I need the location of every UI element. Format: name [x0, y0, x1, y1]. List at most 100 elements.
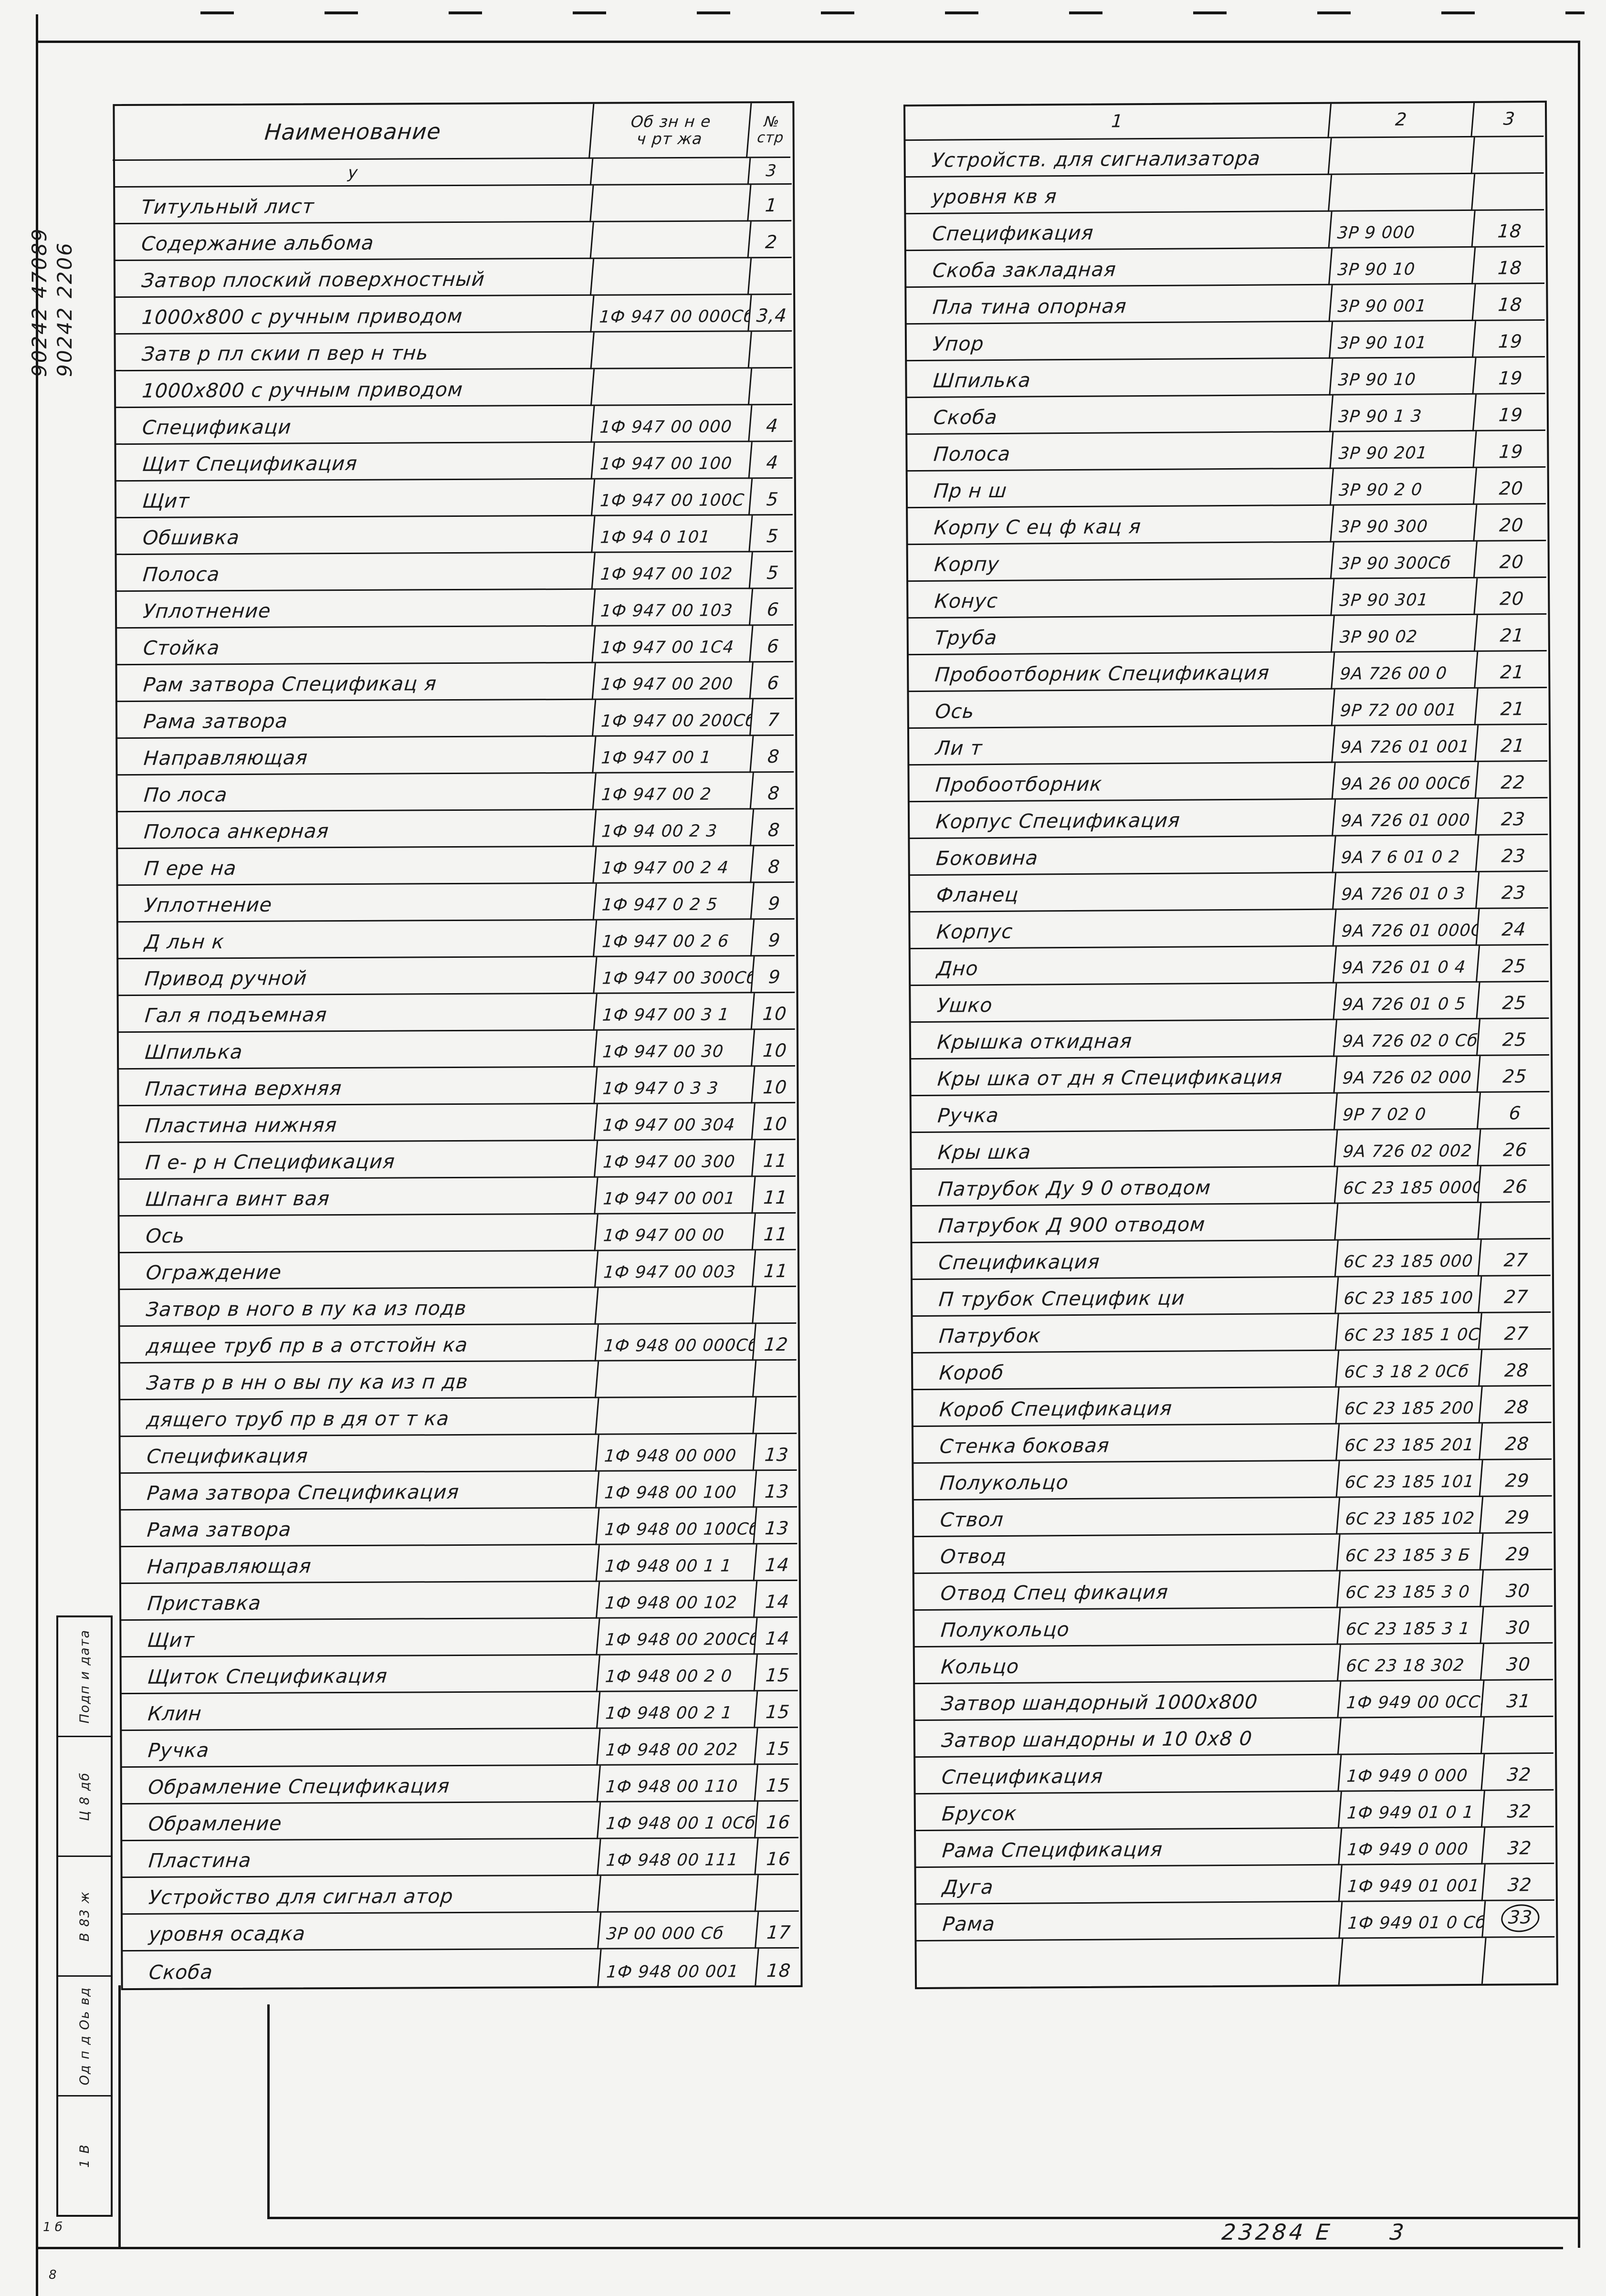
row-designation-cell: 1Ф 948 00 2 1 [597, 1691, 758, 1729]
row-name-cell: Содержание альбома [114, 222, 594, 262]
table-row: Ушко 9А 726 01 0 5 25 [909, 982, 1552, 1023]
row-name-cell: 1000х800 с ручным приводом [114, 295, 595, 335]
row-designation-cell: 3Р 9 000 [1329, 210, 1476, 249]
row-name-cell: Отвод Спец фикация [913, 1571, 1341, 1611]
row-designation-cell: 1Ф 947 00 000 [592, 405, 753, 443]
row-name-cell: Фланец [908, 873, 1337, 913]
row-designation-cell: 6С 23 185 101 [1337, 1460, 1483, 1498]
table-row: Направляющая 1Ф 948 00 1 1 14 [119, 1544, 800, 1584]
row-page-cell: 32 [1482, 1827, 1557, 1865]
row-name-cell: Стойка [115, 626, 596, 666]
header-designation: Об зн н е ч рт жа [589, 103, 752, 159]
row-page-cell: 6 [1478, 1092, 1553, 1130]
row-name-cell: Направляющая [119, 1545, 600, 1584]
row-page-cell: 23 [1476, 835, 1551, 872]
table-row: Д льн к 1Ф 947 00 2 6 9 [116, 919, 798, 960]
table-row: уровня кв я [904, 173, 1547, 215]
row-designation-cell: 1Ф 947 00 001 [595, 1177, 756, 1215]
row-page-cell: 20 [1474, 467, 1549, 505]
row-name-cell: Полоса [906, 432, 1334, 472]
row-name-cell: Титульный лист [114, 185, 594, 225]
row-page-cell: 14 [754, 1581, 801, 1618]
row-designation-cell: 1Ф 949 01 001 [1339, 1864, 1486, 1902]
row-page-cell: 1 [748, 184, 795, 222]
row-name-cell: Скоба [121, 1949, 602, 1989]
row-name-cell: Рам затвора Спецификац я [115, 663, 596, 702]
row-name-cell: Затвор в ного в пу ка из подв [118, 1288, 599, 1327]
row-name-cell: Кры шка от дн я Спецификация [910, 1057, 1338, 1097]
row-designation-cell: 9А 726 01 0 5 [1334, 982, 1480, 1020]
table-row: Шпилька 1Ф 947 00 30 10 [117, 1029, 798, 1070]
row-designation-cell: 1Ф 947 00 200 [593, 662, 754, 700]
table-row: Пластина 1Ф 948 00 111 16 [121, 1838, 802, 1878]
header-page-line1: № [763, 114, 780, 131]
row-page-cell [748, 258, 795, 295]
row-name-cell: Кольцо [913, 1645, 1342, 1685]
table-row: П ере на 1Ф 947 00 2 4 8 [116, 846, 798, 886]
table-row: Затв р пл скии п вер н тнь [114, 331, 795, 372]
gost-sidebar-strip: Подп и дата Ц 8 дб В 83 ж Од п д Оь вд 1 В [56, 1615, 113, 2217]
sidebar-cell-label: Од п д Оь вд [77, 1986, 92, 2086]
table-row: Клин 1Ф 948 00 2 1 15 [120, 1691, 801, 1731]
table-row: Пластина верхняя 1Ф 947 0 3 3 10 [117, 1066, 798, 1107]
row-page-cell: 5 [749, 478, 796, 516]
row-page-cell: 8 [751, 846, 798, 883]
row-page-cell: 2 [748, 221, 795, 259]
row-designation-cell: 1Ф 947 00 00 [595, 1214, 756, 1251]
frame-right-line [1578, 41, 1580, 2248]
row-designation-cell: 3Р 90 101 [1330, 321, 1477, 359]
table-row: Затвор шандорны и 10 0х8 0 [913, 1717, 1556, 1758]
row-page-cell [753, 1287, 799, 1324]
row-page-cell: 26 [1478, 1129, 1553, 1166]
row-page-cell: 10 [752, 1103, 798, 1141]
table-row: Приставка 1Ф 948 00 102 14 [119, 1581, 801, 1621]
row-page-cell: 8 [751, 735, 797, 773]
row-designation-cell: 1Ф 949 0 000 [1339, 1754, 1485, 1792]
row-designation-cell: 1Ф 949 01 0 Сб [1340, 1901, 1486, 1939]
row-page-cell: 17 [756, 1911, 802, 1949]
table-row: Обшивка 1Ф 94 0 101 5 [115, 515, 796, 556]
row-name-cell: Пластина верхняя [117, 1067, 598, 1107]
table-row: Щит 1Ф 947 00 100С 5 [115, 478, 796, 519]
table-row: Полоса 3Р 90 201 19 [906, 430, 1549, 472]
row-designation-cell: 6С 23 185 3 0 [1337, 1570, 1484, 1608]
row-name-cell: Устройство для сигнал атор [121, 1876, 601, 1915]
header-col-2: 2 [1329, 103, 1475, 138]
row-name-cell: Затвор шандорный 1000х800 [913, 1681, 1342, 1721]
row-name-cell [914, 1939, 1344, 1988]
row-designation-cell: 1Ф 949 00 0ССб [1338, 1680, 1485, 1719]
row-name-cell: Щиток Спецификация [120, 1655, 600, 1695]
row-page-cell [754, 1397, 800, 1435]
row-name-cell: Шпанга винт вая [118, 1177, 598, 1217]
contents-table-left: Наименование Об зн н е ч рт жа № стр у 3… [112, 101, 803, 1991]
table-row: Ручка 9Р 7 02 0 6 [910, 1092, 1553, 1133]
row-name-cell: Ствол [912, 1498, 1341, 1538]
table-row: Корпус 9А 726 01 000Сб 24 [909, 908, 1552, 950]
header-page: № стр [747, 103, 795, 158]
row-name-cell: Пла тина опорная [905, 285, 1333, 325]
row-name-cell: Уплотнение [116, 883, 597, 923]
row-page-cell: 25 [1478, 1055, 1553, 1093]
row-designation-cell: 9А 726 01 000Сб [1333, 909, 1480, 947]
row-designation-cell: 1Ф 948 00 001 [598, 1949, 759, 1986]
row-name-cell: Рама [915, 1902, 1343, 1942]
row-designation-cell: 1Ф 949 01 0 1 [1339, 1791, 1485, 1829]
row-name-cell: Отвод [913, 1534, 1341, 1574]
row-name-cell: Обрамление Спецификация [120, 1765, 601, 1805]
table-header-row: 1 2 3 [904, 102, 1547, 141]
row-designation-cell: 1Ф 947 00 102 [592, 552, 753, 590]
row-designation-cell: 6С 23 185 200 [1336, 1386, 1483, 1425]
row-designation-cell: 1Ф 947 00 100 [592, 442, 753, 480]
margin-note: 90242 47089 90242 2206 [28, 110, 99, 377]
row-designation-cell: 3Р 90 201 [1331, 431, 1477, 469]
row-name-cell: Пластина [121, 1839, 601, 1878]
row-name-cell: Корпус Спецификация [908, 799, 1336, 839]
row-page-cell: 28 [1480, 1349, 1554, 1387]
row-page-cell: 20 [1474, 541, 1549, 578]
row-designation-cell: 1Ф 947 00 30 [594, 1030, 756, 1068]
table-row: Стенка боковая 6С 23 185 201 28 [912, 1423, 1555, 1464]
row-name-cell: Затвор шандорны и 10 0х8 0 [913, 1718, 1342, 1758]
row-name-cell: Скоба закладная [904, 248, 1333, 288]
row-name-cell: Ли т [908, 726, 1336, 766]
table-row: Стойка 1Ф 947 00 1С4 6 [115, 625, 797, 666]
